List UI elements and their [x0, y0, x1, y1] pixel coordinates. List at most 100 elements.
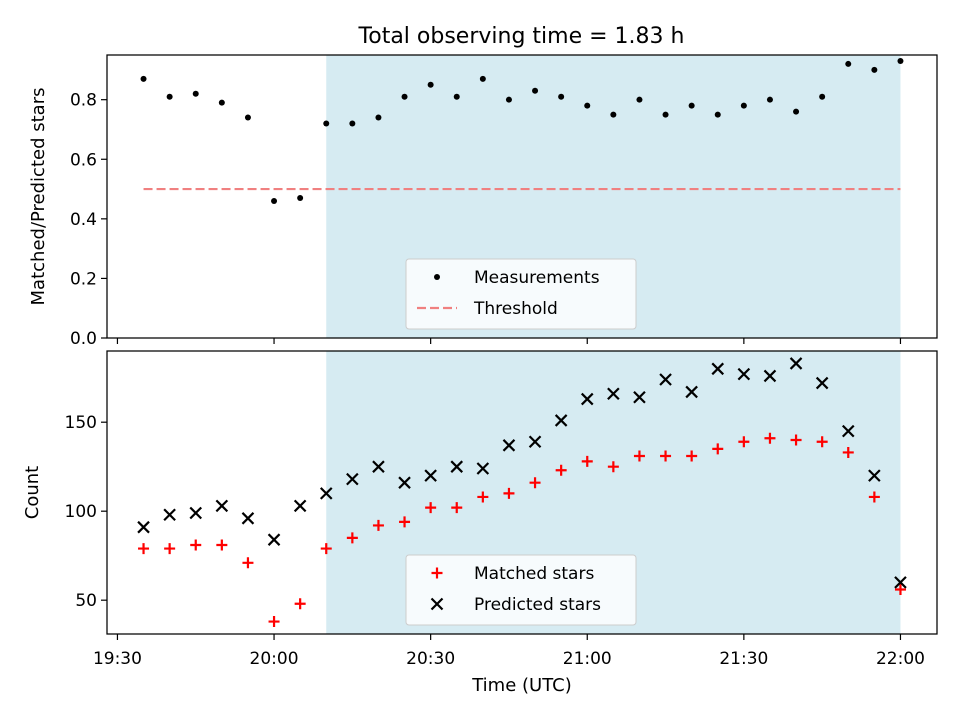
measurement-point: [714, 111, 721, 118]
legend-label: Measurements: [474, 268, 600, 288]
measurement-point: [766, 96, 773, 103]
count-x-label: Time (UTC): [471, 675, 572, 696]
matched-star-point: [790, 434, 802, 446]
predicted-star-point: [450, 460, 464, 473]
matched-star-point: [190, 539, 202, 551]
measurement-point: [845, 60, 852, 67]
predicted-star-point: [215, 499, 229, 513]
measurement-point: [871, 66, 878, 73]
measurement-point: [479, 75, 486, 82]
predicted-star-point: [711, 362, 725, 376]
ratio-y-label: Matched/Predicted stars: [28, 88, 49, 306]
matched-star-point: [581, 455, 593, 467]
predicted-star-point: [554, 414, 568, 427]
matched-star-point: [164, 543, 176, 555]
matched-star-point: [346, 532, 358, 544]
predicted-star-point: [398, 476, 411, 489]
measurement-point: [558, 93, 565, 100]
matched-star-point: [451, 502, 463, 514]
ratio-y-axis: 0.0 0.2 0.4 0.6 0.8: [70, 91, 107, 349]
matched-star-point: [294, 598, 306, 610]
measurement-point: [166, 93, 173, 100]
predicted-star-point: [737, 367, 751, 381]
predicted-star-point: [894, 576, 907, 589]
legend-swatch: [430, 597, 444, 611]
x-tick-label: 21:00: [563, 649, 612, 669]
measurement-point: [401, 93, 408, 100]
matched-star-point: [477, 491, 489, 503]
y-tick-label: 0.2: [70, 269, 97, 289]
matched-star-point: [607, 461, 619, 473]
measurement-point: [375, 114, 382, 121]
measurement-point: [297, 194, 304, 201]
predicted-star-point: [607, 387, 620, 400]
predicted-star-point: [763, 369, 777, 383]
predicted-star-point: [424, 469, 437, 482]
legend-box: [405, 258, 637, 330]
y-tick-label: 100: [65, 502, 97, 522]
x-tick-label: 19:30: [93, 649, 142, 669]
measurement-point: [740, 102, 747, 109]
measurement-point: [584, 102, 591, 109]
y-tick-label: 0.4: [70, 210, 97, 230]
matched-star-point: [216, 539, 228, 551]
measurement-point: [140, 75, 147, 82]
matched-star-point: [425, 502, 437, 514]
matched-star-point: [633, 450, 645, 462]
measurement-point: [349, 120, 356, 127]
matched-star-point: [738, 436, 750, 448]
matched-star-point: [712, 443, 724, 455]
matched-star-point: [686, 450, 698, 462]
predicted-star-point: [815, 376, 829, 390]
ratio-x-ticks: [116, 338, 902, 344]
measurement-point: [323, 120, 330, 127]
matched-star-point: [138, 543, 150, 555]
matched-star-point: [842, 446, 854, 458]
predicted-star-point: [502, 439, 516, 452]
predicted-star-point: [841, 424, 855, 438]
predicted-star-point: [528, 435, 542, 449]
matched-star-point: [868, 491, 880, 503]
measurement-point: [244, 114, 251, 121]
predicted-star-point: [789, 357, 803, 370]
predicted-star-point: [293, 499, 307, 513]
measurement-point: [662, 111, 669, 118]
matched-star-point: [268, 616, 280, 628]
chart-title: Total observing time = 1.83 h: [358, 24, 685, 49]
matched-star-point: [399, 516, 411, 528]
measurement-point: [271, 197, 278, 204]
predicted-star-point: [633, 390, 646, 404]
matched-star-point: [555, 464, 567, 476]
predicted-star-point: [868, 469, 881, 482]
matched-star-point: [320, 543, 332, 555]
count-y-label: Count: [22, 466, 43, 519]
matched-star-point: [660, 450, 672, 462]
measurement-point: [610, 111, 617, 118]
measurement-point: [897, 57, 904, 64]
matched-star-point: [764, 432, 776, 444]
matched-star-point: [816, 436, 828, 448]
legend-swatch: [434, 274, 440, 280]
count-y-axis: 50 100 150: [65, 413, 107, 611]
measurement-point: [453, 93, 460, 100]
x-tick-label: 22:00: [876, 649, 925, 669]
matched-star-point: [894, 584, 906, 596]
predicted-star-point: [346, 472, 359, 486]
predicted-star-point: [372, 460, 385, 473]
matched-star-point: [529, 477, 541, 489]
measurement-point: [192, 90, 199, 97]
measurement-point: [427, 81, 434, 88]
y-tick-label: 150: [65, 413, 97, 433]
measurement-point: [636, 96, 643, 103]
measurement-point: [688, 102, 695, 109]
measurement-point: [505, 96, 512, 103]
matched-star-point: [503, 487, 515, 499]
predicted-star-point: [476, 462, 490, 475]
predicted-star-point: [319, 487, 333, 500]
predicted-star-point: [241, 512, 255, 525]
measurement-point: [819, 93, 826, 100]
legend-label: Threshold: [473, 299, 558, 319]
x-tick-label: 21:30: [719, 649, 768, 669]
count-axes-frame: [106, 350, 938, 635]
